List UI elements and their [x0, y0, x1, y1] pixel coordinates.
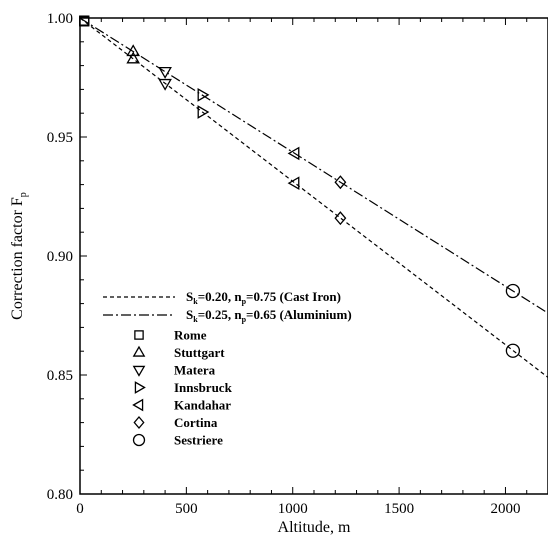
x-tick-label: 1000 — [278, 501, 308, 517]
y-tick-label: 0.85 — [47, 368, 73, 384]
y-tick-label: 0.90 — [47, 249, 73, 265]
legend-label-aluminium: Sk=0.25, np=0.65 (Aluminium) — [186, 307, 352, 324]
legend-marker-matera — [132, 365, 146, 377]
legend-marker-entries: Rome Stuttgart Matera Innsbruck Kandahar Cort… — [132, 328, 233, 448]
series-line-1 — [80, 18, 548, 314]
marker-cortina-0 — [334, 211, 347, 226]
legend-label-kandahar: Kandahar — [174, 398, 231, 413]
legend-label-stuttgart: Stuttgart — [174, 345, 225, 360]
plot-frame — [79, 17, 548, 495]
x-tick-label: 2000 — [490, 501, 520, 517]
legend-marker-innsbruck — [134, 381, 146, 394]
marker-stuttgart-0 — [126, 51, 141, 64]
x-tick-label: 1500 — [384, 501, 414, 517]
legend-label-cast-iron: Sk=0.20, np=0.75 (Cast Iron) — [186, 289, 341, 306]
legend-marker-stuttgart — [132, 345, 146, 357]
marker-rome-1 — [79, 15, 90, 26]
axis-ticks: 0 500 1000 1500 2000 0.80 0.85 0.90 0.95 1.00 — [47, 11, 528, 517]
marker-innsbruck-0 — [197, 105, 210, 119]
legend-label-cortina: Cortina — [174, 415, 218, 430]
marker-kandahar-1 — [287, 146, 300, 161]
legend: Sk=0.20, np=0.75 (Cast Iron) Sk=0.25, np… — [103, 289, 352, 448]
marker-kandahar-0 — [287, 176, 300, 190]
legend-label-innsbruck: Innsbruck — [174, 380, 233, 395]
marker-stuttgart-1 — [126, 44, 141, 57]
marker-innsbruck-1 — [197, 88, 210, 102]
x-tick-label: 500 — [175, 501, 198, 517]
marker-cortina-1 — [334, 175, 347, 190]
marker-matera-0 — [158, 78, 172, 91]
data-markers — [79, 15, 521, 358]
series-line-0 — [80, 18, 548, 378]
legend-marker-sestriere — [132, 433, 146, 447]
y-axis-title: Correction factor Fp — [9, 192, 29, 320]
legend-label-matera: Matera — [174, 363, 216, 378]
y-tick-label: 0.95 — [47, 130, 73, 146]
x-axis-title: Altitude, m — [278, 519, 351, 536]
legend-marker-kandahar — [132, 398, 144, 412]
marker-matera-1 — [158, 67, 172, 79]
y-tick-label: 1.00 — [47, 11, 73, 27]
legend-marker-cortina — [133, 415, 145, 430]
marker-sestriere-0 — [505, 343, 521, 358]
legend-label-sestriere: Sestriere — [174, 433, 223, 448]
marker-sestriere-1 — [505, 283, 521, 299]
x-tick-label: 0 — [76, 501, 84, 517]
y-tick-label: 0.80 — [47, 487, 73, 503]
legend-marker-rome — [134, 330, 144, 340]
legend-label-rome: Rome — [174, 328, 207, 343]
series-lines — [80, 18, 548, 378]
